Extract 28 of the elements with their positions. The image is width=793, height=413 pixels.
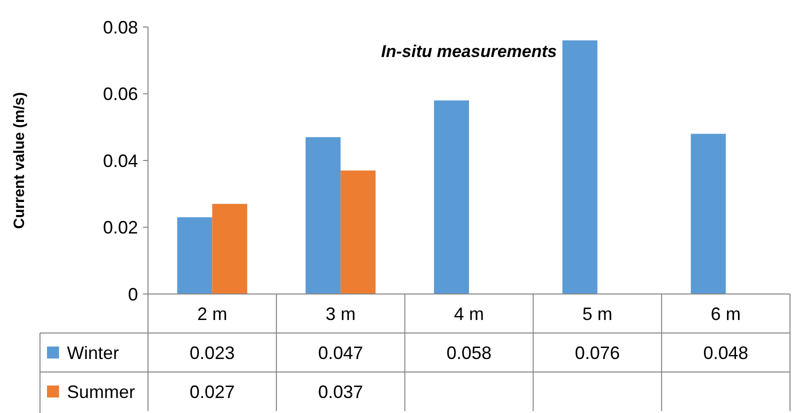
data-label: 0.058	[446, 342, 492, 363]
data-label: 0.047	[318, 342, 364, 363]
data-label: 0.076	[574, 342, 620, 363]
x-tick-label: 2 m	[197, 304, 228, 324]
y-tick-label: 0.04	[102, 150, 138, 171]
bar	[690, 134, 726, 294]
bar	[177, 217, 212, 294]
bar	[212, 204, 248, 294]
y-tick-label: 0	[128, 284, 138, 304]
bar	[340, 170, 376, 294]
legend-label: Summer	[67, 382, 136, 402]
y-tick-label: 0.06	[102, 84, 138, 104]
x-tick-label: 4 m	[454, 304, 484, 324]
x-tick-label: 5 m	[582, 304, 612, 324]
bar	[306, 137, 341, 294]
legend-label: Winter	[67, 342, 120, 363]
data-label: 0.023	[190, 342, 235, 363]
bar	[562, 40, 598, 294]
x-tick-label: 6 m	[710, 304, 741, 324]
data-label: 0.037	[318, 382, 364, 402]
y-tick-label: 0.08	[102, 17, 138, 38]
data-label: 0.048	[703, 342, 748, 363]
bar	[434, 100, 469, 294]
y-axis-title: Current value (m/s)	[11, 92, 28, 229]
x-tick-label: 3 m	[326, 304, 356, 324]
data-label: 0.027	[190, 382, 235, 402]
text: In-situ measurements	[381, 42, 557, 61]
y-tick-label: 0.02	[102, 218, 138, 238]
